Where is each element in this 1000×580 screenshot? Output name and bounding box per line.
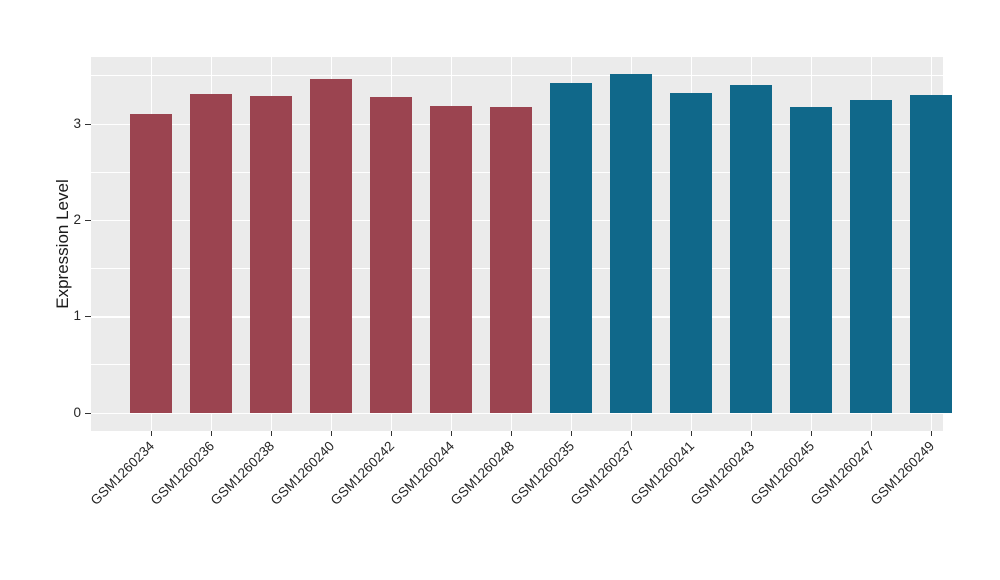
bar-GSM1260240 (310, 79, 352, 413)
x-tick-label: GSM1260236 (147, 438, 217, 508)
y-axis-title: Expression Level (53, 179, 72, 309)
x-tick-mark (390, 431, 392, 436)
y-tick-label: 1 (73, 308, 81, 324)
x-tick-mark (450, 431, 452, 436)
bar-GSM1260238 (250, 95, 292, 413)
x-tick-label: GSM1260242 (327, 438, 397, 508)
x-tick-mark (150, 431, 152, 436)
x-tick-label: GSM1260235 (507, 438, 577, 508)
x-tick-label: GSM1260234 (87, 438, 157, 508)
x-tick-mark (570, 431, 572, 436)
bar-GSM1260245 (790, 107, 832, 413)
bar-GSM1260244 (430, 106, 472, 413)
bar-GSM1260248 (490, 107, 532, 413)
bar-GSM1260234 (130, 113, 172, 413)
bar-GSM1260241 (670, 92, 712, 413)
x-tick-mark (330, 431, 332, 436)
bar-GSM1260237 (610, 74, 652, 413)
x-tick-mark (630, 431, 632, 436)
x-tick-mark (930, 431, 932, 436)
x-tick-label: GSM1260240 (267, 438, 337, 508)
bar-GSM1260247 (850, 100, 892, 413)
bar-GSM1260242 (370, 96, 412, 413)
plot-panel (91, 57, 952, 431)
x-tick-mark (750, 431, 752, 436)
x-tick-mark (270, 431, 272, 436)
y-tick-label: 0 (73, 404, 81, 420)
y-tick-mark (85, 316, 91, 318)
bar-GSM1260236 (190, 93, 232, 413)
x-tick-label: GSM1260249 (867, 438, 937, 508)
x-tick-label: GSM1260237 (567, 438, 637, 508)
y-tick-mark (85, 219, 91, 221)
minor-gridline (91, 75, 943, 77)
x-tick-label: GSM1260244 (387, 438, 457, 508)
y-tick-mark (85, 123, 91, 125)
x-tick-label: GSM1260243 (687, 438, 757, 508)
x-tick-mark (690, 431, 692, 436)
bar-GSM1260249 (910, 94, 952, 413)
y-tick-mark (85, 412, 91, 414)
x-tick-mark (210, 431, 212, 436)
bar-GSM1260235 (550, 83, 592, 413)
major-gridline (91, 412, 943, 415)
y-tick-label: 3 (73, 115, 81, 131)
bar-GSM1260243 (730, 84, 772, 413)
x-tick-label: GSM1260241 (627, 438, 697, 508)
y-tick-label: 2 (73, 211, 81, 227)
x-tick-label: GSM1260238 (207, 438, 277, 508)
x-tick-mark (810, 431, 812, 436)
x-tick-label: GSM1260247 (807, 438, 877, 508)
x-tick-mark (870, 431, 872, 436)
x-tick-mark (510, 431, 512, 436)
x-tick-label: GSM1260245 (747, 438, 817, 508)
x-tick-label: GSM1260248 (447, 438, 517, 508)
